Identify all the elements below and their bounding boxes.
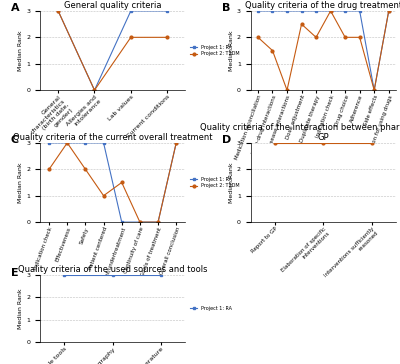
Project 1: RA: (0, 3): RA: (0, 3) [62, 273, 67, 277]
Project 2: T2DM: (6, 2): T2DM: (6, 2) [343, 35, 348, 40]
Project 1: RA: (3, 3): RA: (3, 3) [299, 9, 304, 13]
Line: Project 1: RA: Project 1: RA [63, 273, 162, 276]
Project 2: T2DM: (1, 0): T2DM: (1, 0) [92, 88, 97, 92]
Project 2: T2DM: (3, 2.5): T2DM: (3, 2.5) [299, 22, 304, 26]
Text: E: E [11, 268, 18, 278]
Line: Project 2: T2DM: Project 2: T2DM [57, 9, 168, 92]
Project 1: RA: (5, 0): RA: (5, 0) [138, 220, 142, 224]
Title: General quality criteria: General quality criteria [64, 1, 162, 10]
Project 2: T2DM: (0, 3): T2DM: (0, 3) [272, 141, 277, 145]
Y-axis label: Median Rank: Median Rank [229, 162, 234, 203]
Project 1: RA: (5, 3): RA: (5, 3) [328, 9, 333, 13]
Project 1: RA: (1, 0): RA: (1, 0) [92, 88, 97, 92]
Project 2: T2DM: (3, 1): T2DM: (3, 1) [101, 194, 106, 198]
Project 1: RA: (2, 3): RA: (2, 3) [285, 9, 290, 13]
Project 1: RA: (0, 3): RA: (0, 3) [47, 141, 52, 145]
Project 2: T2DM: (7, 2): T2DM: (7, 2) [357, 35, 362, 40]
Project 1: RA: (6, 0): RA: (6, 0) [156, 220, 160, 224]
Project 1: RA: (1, 3): RA: (1, 3) [270, 9, 275, 13]
Project 2: T2DM: (2, 3): T2DM: (2, 3) [369, 141, 374, 145]
Project 1: RA: (6, 3): RA: (6, 3) [343, 9, 348, 13]
Project 2: T2DM: (9, 3): T2DM: (9, 3) [386, 9, 391, 13]
Project 2: T2DM: (1, 3): T2DM: (1, 3) [321, 141, 326, 145]
Project 1: RA: (0, 3): RA: (0, 3) [256, 9, 260, 13]
Project 1: RA: (7, 3): RA: (7, 3) [174, 141, 179, 145]
Y-axis label: Median Rank: Median Rank [229, 30, 234, 71]
Project 2: T2DM: (4, 2): T2DM: (4, 2) [314, 35, 318, 40]
Title: Quality criteria of the drug treatment: Quality criteria of the drug treatment [245, 1, 400, 10]
Project 2: T2DM: (2, 0): T2DM: (2, 0) [285, 88, 290, 92]
Line: Project 1: RA: Project 1: RA [57, 9, 168, 92]
Text: C: C [11, 135, 19, 145]
Project 2: T2DM: (0, 3): T2DM: (0, 3) [56, 9, 60, 13]
Line: Project 1: RA: Project 1: RA [256, 9, 390, 92]
Project 2: T2DM: (0, 2): T2DM: (0, 2) [256, 35, 260, 40]
Line: Project 2: T2DM: Project 2: T2DM [256, 9, 390, 92]
Line: Project 2: T2DM: Project 2: T2DM [274, 142, 373, 144]
Project 2: T2DM: (7, 3): T2DM: (7, 3) [174, 141, 179, 145]
Y-axis label: Median Rank: Median Rank [18, 288, 24, 329]
Project 2: T2DM: (1, 1.5): T2DM: (1, 1.5) [270, 48, 275, 53]
Project 1: RA: (9, 3): RA: (9, 3) [386, 9, 391, 13]
Project 1: RA: (4, 3): RA: (4, 3) [314, 9, 318, 13]
Project 2: T2DM: (8, 0): T2DM: (8, 0) [372, 88, 377, 92]
Project 1: RA: (2, 3): RA: (2, 3) [159, 273, 164, 277]
Line: Project 1: RA: Project 1: RA [48, 142, 178, 223]
Project 2: T2DM: (6, 0): T2DM: (6, 0) [156, 220, 160, 224]
Title: Quality criteria of the current overall treatment: Quality criteria of the current overall … [13, 133, 212, 142]
Legend: Project 1: RA, Project 2: T2DM: Project 1: RA, Project 2: T2DM [189, 176, 241, 189]
Project 1: RA: (1, 3): RA: (1, 3) [110, 273, 115, 277]
Text: B: B [222, 3, 230, 13]
Project 2: T2DM: (3, 2): T2DM: (3, 2) [165, 35, 170, 40]
Project 2: T2DM: (5, 3): T2DM: (5, 3) [328, 9, 333, 13]
Project 1: RA: (2, 3): RA: (2, 3) [128, 9, 133, 13]
Project 1: RA: (0, 3): RA: (0, 3) [56, 9, 60, 13]
Line: Project 2: T2DM: Project 2: T2DM [48, 142, 178, 223]
Project 1: RA: (7, 3): RA: (7, 3) [357, 9, 362, 13]
Project 2: T2DM: (4, 1.5): T2DM: (4, 1.5) [119, 180, 124, 185]
Project 2: T2DM: (0, 2): T2DM: (0, 2) [47, 167, 52, 171]
Project 2: T2DM: (2, 2): T2DM: (2, 2) [128, 35, 133, 40]
Project 1: RA: (1, 3): RA: (1, 3) [65, 141, 70, 145]
Y-axis label: Median Rank: Median Rank [18, 162, 24, 203]
Project 2: T2DM: (5, 0): T2DM: (5, 0) [138, 220, 142, 224]
Y-axis label: Median Rank: Median Rank [18, 30, 24, 71]
Project 2: T2DM: (1, 3): T2DM: (1, 3) [65, 141, 70, 145]
Project 1: RA: (2, 3): RA: (2, 3) [83, 141, 88, 145]
Title: Quality criteria of the interaction between pharmacist and
GP: Quality criteria of the interaction betw… [200, 123, 400, 142]
Project 2: T2DM: (2, 2): T2DM: (2, 2) [83, 167, 88, 171]
Title: Quality criteria of the used sources and tools: Quality criteria of the used sources and… [18, 265, 208, 274]
Project 1: RA: (4, 0): RA: (4, 0) [119, 220, 124, 224]
Legend: Project 1: RA, Project 2: T2DM: Project 1: RA, Project 2: T2DM [189, 44, 241, 57]
Project 1: RA: (8, 0): RA: (8, 0) [372, 88, 377, 92]
Project 1: RA: (3, 3): RA: (3, 3) [101, 141, 106, 145]
Legend: Project 1: RA: Project 1: RA [189, 305, 233, 312]
Text: D: D [222, 135, 231, 145]
Text: A: A [11, 3, 20, 13]
Project 1: RA: (3, 3): RA: (3, 3) [165, 9, 170, 13]
